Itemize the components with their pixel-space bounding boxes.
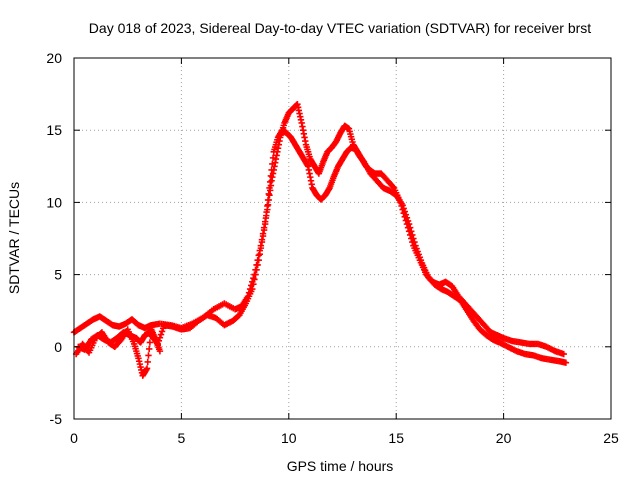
chart-title: Day 018 of 2023, Sidereal Day-to-day VTE… <box>89 20 591 36</box>
y-tick-label: 10 <box>46 194 62 210</box>
data-point <box>268 166 275 174</box>
data-point <box>254 261 261 269</box>
x-tick-label: 20 <box>496 430 512 446</box>
data-point <box>257 244 265 252</box>
data-point <box>265 190 272 198</box>
y-tick-label: 20 <box>46 50 62 66</box>
data-point <box>251 276 258 283</box>
x-axis-label: GPS time / hours <box>287 458 394 474</box>
data-point <box>267 172 275 180</box>
data-point <box>408 228 415 235</box>
data-point <box>261 220 269 228</box>
data-point <box>560 350 567 358</box>
data-point <box>263 208 270 216</box>
series-track-c <box>72 326 164 379</box>
data-point <box>255 256 262 264</box>
data-point <box>259 232 267 240</box>
data-point <box>269 160 276 168</box>
data-point <box>143 365 151 372</box>
data-point <box>266 184 273 192</box>
data-point <box>264 196 272 204</box>
data-point <box>402 211 410 218</box>
data-point <box>260 226 268 234</box>
data-point <box>410 235 417 242</box>
series-track-b <box>75 127 570 366</box>
data-point <box>406 224 414 231</box>
plot-frame <box>73 57 612 420</box>
data-point <box>562 359 570 366</box>
data-point <box>269 154 277 162</box>
axis-ticks: 0 5 10 15 20 25 -5 0 5 10 15 20 <box>46 50 619 446</box>
data-point <box>250 275 257 282</box>
data-point <box>158 328 166 335</box>
data-point <box>146 339 154 346</box>
x-tick-label: 25 <box>603 430 619 446</box>
data-point <box>405 220 413 228</box>
y-tick-label: 0 <box>54 339 62 355</box>
data-point <box>250 281 257 288</box>
data-point <box>145 345 153 353</box>
data-point <box>157 331 165 338</box>
y-axis-label: SDTVAR / TECUs <box>6 182 22 294</box>
y-tick-label: 15 <box>46 122 62 138</box>
x-tick-label: 5 <box>178 430 186 446</box>
data-point <box>403 214 411 222</box>
data-point <box>145 352 152 359</box>
series-track-a <box>70 101 567 358</box>
data-point <box>409 231 416 239</box>
x-tick-label: 0 <box>70 430 78 446</box>
data-point <box>252 271 259 278</box>
data-point <box>389 183 397 190</box>
data-point <box>401 208 408 215</box>
data-point <box>253 266 260 273</box>
y-tick-label: 5 <box>54 267 62 283</box>
data-point <box>258 238 266 246</box>
data-point <box>266 178 274 186</box>
data-point <box>262 214 270 222</box>
x-tick-label: 15 <box>388 430 404 446</box>
data-point <box>399 202 406 209</box>
data-point <box>249 285 256 293</box>
data-marks <box>70 101 570 379</box>
data-point <box>404 217 412 225</box>
data-point <box>256 250 264 258</box>
data-point <box>264 202 271 210</box>
y-tick-label: -5 <box>50 411 63 427</box>
data-point <box>144 358 151 366</box>
grid <box>74 58 611 419</box>
data-point <box>411 238 418 246</box>
x-tick-label: 10 <box>281 430 297 446</box>
data-point <box>156 347 164 355</box>
data-point <box>400 205 407 212</box>
